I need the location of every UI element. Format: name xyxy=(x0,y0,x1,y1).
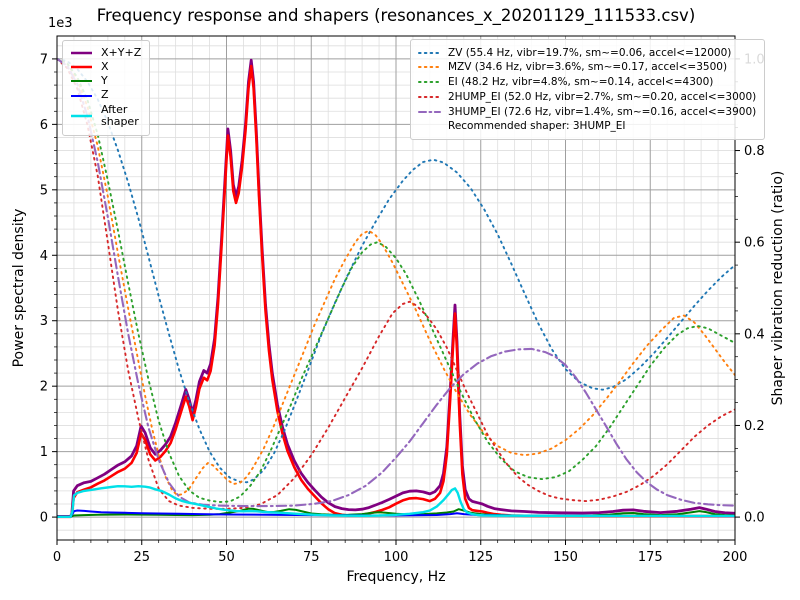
axis-ticks-major xyxy=(52,58,740,545)
legend-label: X+Y+Z xyxy=(101,45,142,59)
axis-ticks-minor xyxy=(54,71,738,543)
left-y-tick-label: 2 xyxy=(40,380,48,395)
legend-footer-text: Recommended shaper: 3HUMP_EI xyxy=(448,120,626,133)
legend-entry-zv: ZV (55.4 Hz, vibr=19.7%, sm~=0.06, accel… xyxy=(418,47,756,59)
x-tick-label: 200 xyxy=(723,550,748,565)
left-y-tick-label: 3 xyxy=(40,314,48,329)
series-3hump_ei xyxy=(57,57,735,508)
legend-line-sample xyxy=(418,81,441,84)
legend-line-sample xyxy=(418,51,441,54)
legend-entry-2hump_ei: 2HUMP_EI (52.0 Hz, vibr=2.7%, sm~=0.20, … xyxy=(418,91,756,103)
left-y-tick-label: 5 xyxy=(40,183,48,198)
legend-label: After shaper xyxy=(101,102,139,129)
series-mzv xyxy=(57,57,735,497)
series-after-shaper xyxy=(57,485,735,518)
gridlines-minor xyxy=(57,36,735,540)
left-y-tick-label: 0 xyxy=(40,511,48,526)
shapers-legend: ZV (55.4 Hz, vibr=19.7%, sm~=0.06, accel… xyxy=(410,39,766,141)
legend-line-sample xyxy=(71,115,92,118)
x-tick-label: 125 xyxy=(468,550,493,565)
legend-line-sample xyxy=(418,95,441,98)
legend-entry-mzv: MZV (34.6 Hz, vibr=3.6%, sm~=0.17, accel… xyxy=(418,61,756,73)
series-2hump_ei xyxy=(57,57,735,510)
right-y-tick-label: 0.4 xyxy=(744,327,765,342)
legend-label: 2HUMP_EI (52.0 Hz, vibr=2.7%, sm~=0.20, … xyxy=(448,90,757,103)
legend-entry-z: Z xyxy=(70,88,141,102)
right-y-tick-label: 0.8 xyxy=(744,144,765,159)
legend-label: Y xyxy=(101,74,108,87)
legend-entry-x: X xyxy=(70,59,141,74)
right-y-tick-label: 0.2 xyxy=(744,419,765,434)
legend-sample-spacer xyxy=(418,126,441,127)
legend-label: EI (48.2 Hz, vibr=4.8%, sm~=0.14, accel<… xyxy=(448,76,714,89)
x-tick-label: 25 xyxy=(133,550,150,565)
left-y-tick-label: 7 xyxy=(40,52,48,67)
series-zv xyxy=(57,57,735,484)
series-ei xyxy=(57,57,735,503)
legend-line-sample xyxy=(71,94,92,97)
left-y-tick-label: 4 xyxy=(40,249,48,264)
legend-entry-3hump_ei: 3HUMP_EI (72.6 Hz, vibr=1.4%, sm~=0.16, … xyxy=(418,106,756,118)
x-tick-label: 175 xyxy=(638,550,663,565)
legend-label: ZV (55.4 Hz, vibr=19.7%, sm~=0.06, accel… xyxy=(448,46,732,59)
legend-line-sample xyxy=(418,110,441,113)
legend-line-sample xyxy=(71,80,92,83)
legend-entry-y: Y xyxy=(70,74,141,88)
x-tick-label: 100 xyxy=(384,550,409,565)
x-tick-label: 75 xyxy=(303,550,320,565)
legend-line-sample xyxy=(418,66,441,69)
legend-entry-ei: EI (48.2 Hz, vibr=4.8%, sm~=0.14, accel<… xyxy=(418,76,756,88)
legend-recommended-note: Recommended shaper: 3HUMP_EI xyxy=(418,120,756,132)
psd-legend: X+Y+Z X Y Z After shaper xyxy=(62,40,151,136)
series-y xyxy=(57,507,735,518)
legend-label: X xyxy=(101,59,109,73)
left-y-tick-label: 1 xyxy=(40,445,48,460)
series-lines xyxy=(57,57,735,519)
x-tick-label: 0 xyxy=(53,550,61,565)
x-axis-label: Frequency, Hz xyxy=(346,569,446,585)
legend-entry-after-shaper: After shaper xyxy=(70,102,141,130)
x-tick-label: 150 xyxy=(553,550,578,565)
tick-labels: 0 25 50 75 100 125 150 175 200 0 1 2 3 4 5 6 7 0.0 0.2 0.4 0… xyxy=(40,52,765,565)
right-y-tick-label: 0.0 xyxy=(744,511,765,526)
right-y-tick-label: 0.6 xyxy=(744,236,765,251)
legend-entry-x-y-z: X+Y+Z xyxy=(70,45,142,60)
series-x-y-z xyxy=(57,58,735,518)
y-axis-offset-label: 1e3 xyxy=(48,16,73,31)
legend-line-sample xyxy=(71,65,92,69)
legend-label: Z xyxy=(101,88,109,102)
chart-title: Frequency response and shapers (resonanc… xyxy=(96,6,696,25)
right-y-axis-label: Shaper vibration reduction (ratio) xyxy=(770,170,786,406)
left-y-tick-label: 6 xyxy=(40,118,48,133)
legend-label: MZV (34.6 Hz, vibr=3.6%, sm~=0.17, accel… xyxy=(448,61,728,74)
legend-label: 3HUMP_EI (72.6 Hz, vibr=1.4%, sm~=0.16, … xyxy=(448,105,757,118)
x-tick-label: 50 xyxy=(218,550,235,565)
left-y-axis-label: Power spectral density xyxy=(11,208,27,368)
legend-line-sample xyxy=(71,51,92,55)
